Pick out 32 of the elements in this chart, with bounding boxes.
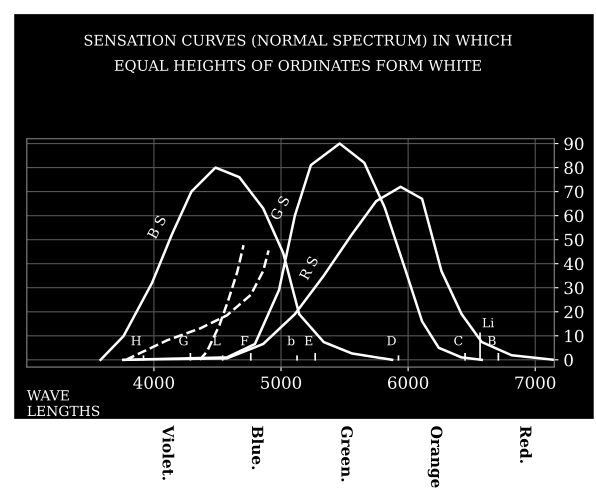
ref-line-label: b <box>287 336 294 346</box>
ref-line-label: C <box>454 336 462 346</box>
y-tick-label: 30 <box>564 282 584 294</box>
ref-line-label: E <box>304 336 312 346</box>
y-tick-label: 80 <box>564 162 584 174</box>
y-tick-label: 60 <box>564 210 584 222</box>
chart-title: SENSATION CURVES (NORMAL SPECTRUM) IN WHICH EQUAL HEIGHTS OF ORDINATES FORM WHITE <box>84 34 512 74</box>
x-tick-label: 7000 <box>515 376 556 389</box>
text: Green. <box>341 426 353 482</box>
text: G S <box>270 195 290 221</box>
ref-line-label: Li <box>482 318 494 328</box>
x-tick-label: 5000 <box>261 376 302 389</box>
text: B S <box>146 214 166 240</box>
x-tick-label: 4000 <box>133 376 174 389</box>
text: Blue. <box>252 426 264 470</box>
y-tick-label: 10 <box>565 330 584 342</box>
ref-line-label: D <box>387 336 396 346</box>
text: Red. <box>520 426 532 463</box>
y-tick-label: 40 <box>564 258 584 270</box>
y-tick-label: 20 <box>564 306 584 318</box>
y-tick-label: 50 <box>564 234 584 246</box>
y-tick-label: 0 <box>564 354 573 366</box>
text: R S <box>298 256 319 280</box>
x-tick-label: 6000 <box>388 376 428 389</box>
y-tick-label: 90 <box>564 138 584 150</box>
y-tick-label: 70 <box>564 186 584 198</box>
ref-line-label: H <box>131 336 141 346</box>
ref-line-label: G <box>179 336 188 346</box>
ref-line-label: F <box>240 336 248 346</box>
text: Violet. <box>162 425 174 480</box>
x-axis-title: WAVE LENGTHS <box>26 390 100 416</box>
text: Orange <box>428 426 442 488</box>
